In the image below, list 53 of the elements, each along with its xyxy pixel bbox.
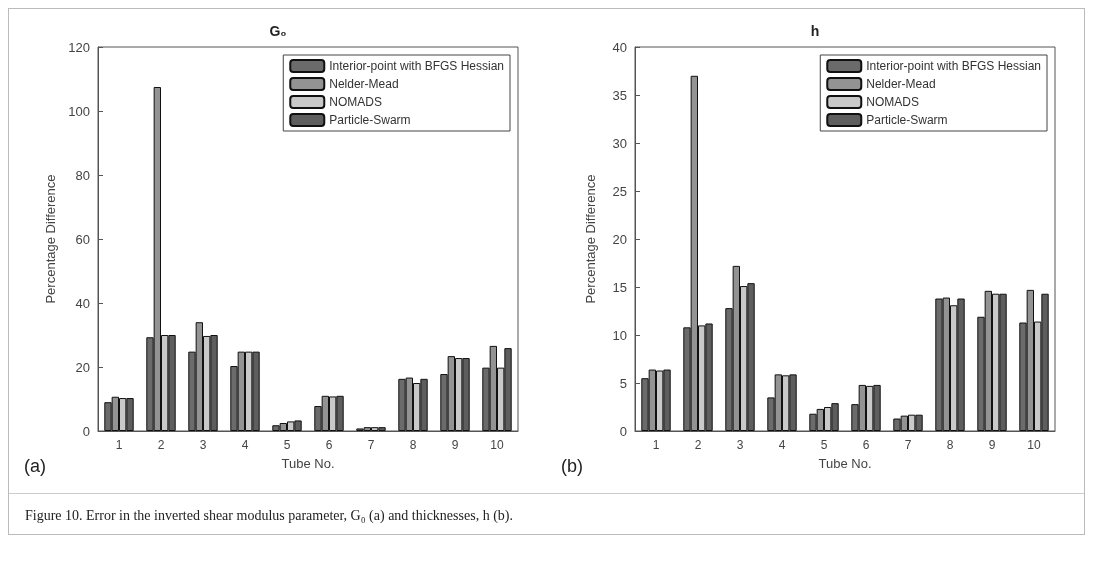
- x-tick-label: 7: [367, 438, 375, 452]
- legend-label: Nelder-Mead: [866, 77, 936, 91]
- y-tick-label: 10: [612, 327, 628, 343]
- x-tick-label: 10: [1027, 438, 1042, 452]
- y-axis-title: Percentage Difference: [43, 174, 59, 304]
- y-tick-label: 40: [612, 39, 628, 55]
- legend-label: NOMADS: [866, 95, 920, 109]
- x-tick-label: 3: [199, 438, 207, 452]
- x-tick-label: 7: [904, 438, 912, 452]
- caption: Figure 10. Error in the inverted shear modulus parameter, G₀ (a) and thicknesses, h (b).: [9, 493, 1084, 528]
- y-tick-label: 120: [68, 39, 90, 55]
- y-tick-label: 25: [612, 183, 628, 199]
- x-tick-label: 4: [778, 438, 786, 452]
- x-tick-label: 4: [241, 438, 249, 452]
- x-tick-label: 8: [946, 438, 954, 452]
- x-tick-label: 2: [157, 438, 165, 452]
- y-tick-label: 30: [612, 135, 628, 151]
- x-tick-label: 8: [409, 438, 417, 452]
- y-axis-title: Percentage Difference: [583, 174, 599, 304]
- y-tick-label: 60: [75, 231, 90, 247]
- chart-title: G₀: [269, 23, 287, 39]
- legend-label: Interior-point with BFGS Hessian: [866, 59, 1042, 73]
- x-axis-title: Tube No.: [281, 456, 335, 471]
- y-tick-label: 5: [620, 375, 628, 391]
- y-tick-label: 20: [75, 359, 90, 375]
- x-axis-title: Tube No.: [818, 456, 872, 471]
- y-tick-label: 0: [82, 423, 90, 439]
- x-tick-label: 5: [820, 438, 828, 452]
- x-tick-label: 9: [451, 438, 459, 452]
- y-tick-label: 40: [75, 295, 90, 311]
- y-tick-label: 15: [612, 279, 628, 295]
- text: (a): [23, 456, 46, 476]
- y-tick-label: 20: [612, 231, 628, 247]
- y-tick-label: 0: [620, 423, 628, 439]
- legend-label: NOMADS: [329, 95, 382, 109]
- legend-label: Particle-Swarm: [329, 113, 411, 127]
- y-tick-label: 100: [68, 103, 90, 119]
- x-tick-label: 2: [694, 438, 702, 452]
- x-tick-label: 9: [988, 438, 996, 452]
- legend-label: Particle-Swarm: [866, 113, 948, 127]
- x-tick-label: 6: [325, 438, 333, 452]
- text: (b): [561, 456, 584, 476]
- y-tick-label: 80: [75, 167, 90, 183]
- legend-label: Nelder-Mead: [329, 77, 399, 91]
- legend-label: Interior-point with BFGS Hessian: [329, 59, 504, 73]
- x-tick-label: 1: [115, 438, 123, 452]
- x-tick-label: 5: [283, 438, 291, 452]
- x-tick-label: 6: [862, 438, 870, 452]
- x-tick-label: 3: [736, 438, 744, 452]
- x-tick-label: 1: [652, 438, 660, 452]
- x-tick-label: 10: [490, 438, 504, 452]
- y-tick-label: 35: [612, 87, 628, 103]
- chart-title: h: [810, 23, 820, 39]
